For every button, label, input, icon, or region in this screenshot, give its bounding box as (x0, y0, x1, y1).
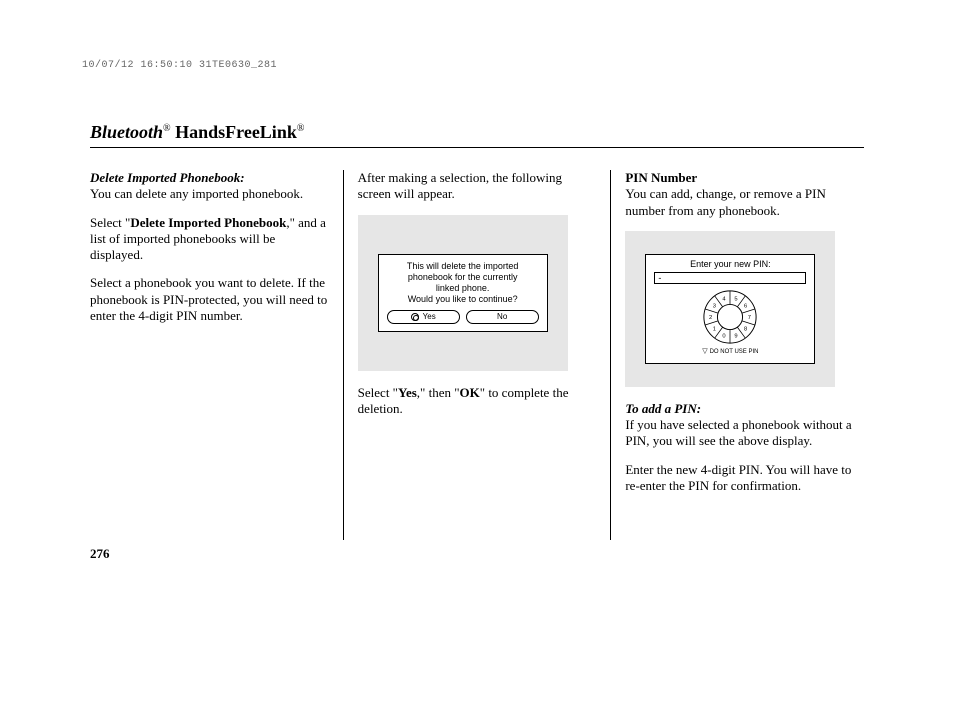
screen-pin-entry: Enter your new PIN: - (645, 254, 815, 364)
col1-para-3: Select a phonebook you want to delete. I… (90, 275, 329, 324)
timestamp: 10/07/12 16:50:10 31TE0630_281 (82, 60, 277, 71)
columns: Delete Imported Phonebook: You can delet… (90, 170, 864, 540)
svg-text:4: 4 (723, 297, 727, 303)
page-heading: Bluetooth® HandsFreeLink® (90, 122, 864, 148)
col3-para-2: To add a PIN: If you have selected a pho… (625, 401, 864, 450)
yes-button[interactable]: Yes (387, 310, 460, 324)
col2-para-2: Select "Yes," then "OK" to complete the … (358, 385, 597, 418)
pin-input-box[interactable]: - (654, 272, 806, 284)
col3-para-1: PIN Number You can add, change, or remov… (625, 170, 864, 219)
heading-hfl: HandsFreeLink (175, 122, 297, 142)
no-label: No (497, 312, 507, 322)
heading-bluetooth: Bluetooth (90, 122, 163, 142)
col3-p1-text: You can add, change, or remove a PIN num… (625, 186, 825, 217)
svg-text:3: 3 (713, 304, 716, 310)
column-3: PIN Number You can add, change, or remov… (611, 170, 864, 540)
screen-delete-confirm: This will delete the imported phonebook … (378, 254, 548, 332)
screen-line-1: This will delete the imported (387, 261, 539, 272)
col1-p2a: Select " (90, 215, 130, 230)
column-2: After making a selection, the following … (343, 170, 612, 540)
svg-text:0: 0 (723, 333, 726, 339)
page-container: 10/07/12 16:50:10 31TE0630_281 Bluetooth… (0, 0, 954, 710)
svg-text:2: 2 (709, 315, 712, 321)
col2-p2b: Yes (398, 385, 417, 400)
col3-subhead-1: PIN Number (625, 170, 697, 185)
selected-icon (411, 313, 419, 321)
svg-text:8: 8 (744, 326, 747, 332)
col1-para-1: Delete Imported Phonebook: You can delet… (90, 170, 329, 203)
col2-p2a: Select " (358, 385, 398, 400)
col2-para-1: After making a selection, the following … (358, 170, 597, 203)
col1-subhead: Delete Imported Phonebook: (90, 170, 245, 185)
svg-text:9: 9 (735, 333, 738, 339)
col3-subhead-2: To add a PIN: (625, 401, 701, 416)
col1-p2b: Delete Imported Phonebook (130, 215, 286, 230)
figure-delete-confirm: This will delete the imported phonebook … (358, 215, 568, 371)
screen-line-2: phonebook for the currently (387, 272, 539, 283)
page-number: 276 (90, 546, 864, 562)
column-1: Delete Imported Phonebook: You can delet… (90, 170, 343, 540)
dial-svg: 4 5 6 7 8 9 0 1 2 3 (701, 288, 759, 346)
yes-label: Yes (423, 312, 436, 322)
screen-line-4: Would you like to continue? (387, 294, 539, 305)
do-not-use-pin[interactable]: DO NOT USE PIN (654, 348, 806, 357)
screen-line-3: linked phone. (387, 283, 539, 294)
no-button[interactable]: No (466, 310, 539, 324)
col2-p2d: OK (460, 385, 480, 400)
col3-para-3: Enter the new 4-digit PIN. You will have… (625, 462, 864, 495)
col2-p2c: ," then " (417, 385, 460, 400)
svg-text:7: 7 (748, 315, 751, 321)
pin-dial[interactable]: 4 5 6 7 8 9 0 1 2 3 (701, 288, 759, 346)
figure-pin-entry: Enter your new PIN: - (625, 231, 835, 387)
col1-p1-text: You can delete any imported phonebook. (90, 186, 303, 201)
pin-title: Enter your new PIN: (654, 259, 806, 270)
screen-button-row: Yes No (387, 310, 539, 324)
reg-mark-1: ® (163, 123, 171, 134)
reg-mark-2: ® (297, 123, 305, 134)
svg-text:6: 6 (744, 304, 747, 310)
col1-para-2: Select "Delete Imported Phonebook," and … (90, 215, 329, 264)
svg-text:5: 5 (735, 297, 738, 303)
svg-text:1: 1 (713, 326, 716, 332)
col3-p2-text: If you have selected a phonebook without… (625, 417, 851, 448)
